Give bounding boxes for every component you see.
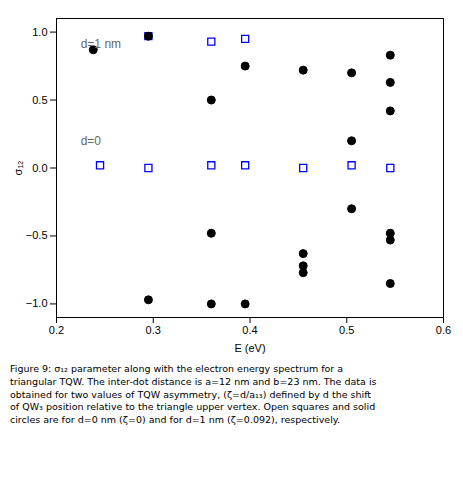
svg-text:0.4: 0.4 bbox=[242, 324, 257, 336]
html-text:of QW₃ position relative to th: of QW₃ position relative to the triangle… bbox=[10, 401, 376, 413]
svg-text:−0.5: −0.5 bbox=[26, 229, 48, 241]
svg-text:d=1 nm: d=1 nm bbox=[81, 37, 121, 51]
svg-text:0.5: 0.5 bbox=[32, 94, 47, 106]
svg-text:E (eV): E (eV) bbox=[234, 342, 265, 354]
svg-text:0.3: 0.3 bbox=[146, 324, 161, 336]
svg-text:0.5: 0.5 bbox=[339, 324, 354, 336]
svg-text:1.0: 1.0 bbox=[32, 26, 47, 38]
html-text:circles are for d=0 nm (ζ=0) a: circles are for d=0 nm (ζ=0) and for d=1… bbox=[10, 414, 341, 426]
svg-text:0.0: 0.0 bbox=[32, 162, 47, 174]
svg-text:0.2: 0.2 bbox=[49, 324, 64, 336]
html-text:Figure 9: σ₁₂ parameter along: Figure 9: σ₁₂ parameter along with the e… bbox=[10, 363, 344, 374]
html-text:obtained for two values of TQW: obtained for two values of TQW asymmetry… bbox=[10, 388, 371, 400]
html-text:triangular TQW. The inter-dot: triangular TQW. The inter-dot distance i… bbox=[10, 375, 377, 387]
svg-text:−1.0: −1.0 bbox=[26, 297, 48, 309]
svg-text:0.6: 0.6 bbox=[436, 324, 451, 336]
svg-text:σ₁₂: σ₁₂ bbox=[12, 161, 24, 176]
svg-text:d=0: d=0 bbox=[81, 134, 102, 148]
